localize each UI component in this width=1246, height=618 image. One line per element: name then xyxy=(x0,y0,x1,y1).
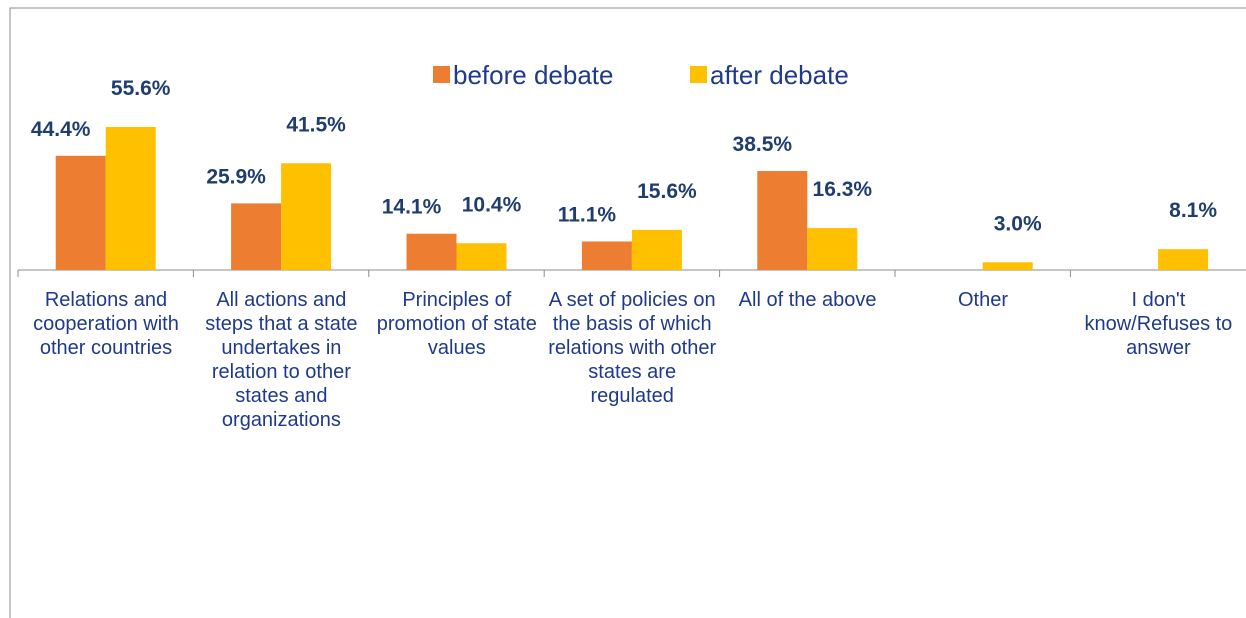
value-label: 15.6% xyxy=(637,180,697,203)
chart-border xyxy=(9,7,1246,618)
bar xyxy=(1158,249,1209,270)
value-label: 55.6% xyxy=(111,77,171,100)
bar xyxy=(807,228,858,270)
legend-swatch xyxy=(690,66,707,83)
bar xyxy=(406,233,457,270)
bar xyxy=(982,262,1033,270)
bar xyxy=(55,155,106,270)
bar xyxy=(281,163,332,270)
bar xyxy=(105,127,156,270)
x-tick-label: A set of policies on the basis of which … xyxy=(548,289,717,407)
legend-label: before debate xyxy=(453,60,613,90)
legend-swatch xyxy=(433,66,450,83)
bar xyxy=(757,170,808,270)
legend-label: after debate xyxy=(710,60,849,90)
value-label: 41.5% xyxy=(286,113,346,136)
x-tick-label: All of the above xyxy=(738,289,877,311)
value-label: 3.0% xyxy=(994,212,1042,235)
value-label: 16.3% xyxy=(813,178,873,201)
x-tick-label: All actions and steps that a state under… xyxy=(205,289,358,431)
x-tick-label: Relations and cooperation with other cou… xyxy=(33,289,179,359)
value-label: 14.1% xyxy=(382,196,442,219)
value-label: 25.9% xyxy=(206,165,266,188)
value-label: 11.1% xyxy=(558,203,617,226)
x-tick-label: Other xyxy=(957,289,1009,311)
bar xyxy=(631,229,682,270)
bar xyxy=(231,203,282,270)
value-label: 10.4% xyxy=(462,193,522,216)
x-tick-label: Principles of promotion of state values xyxy=(376,289,537,359)
bar xyxy=(456,243,507,270)
value-label: 8.1% xyxy=(1169,199,1217,222)
value-label: 38.5% xyxy=(733,133,793,156)
bar xyxy=(581,241,632,270)
value-label: 44.4% xyxy=(31,118,91,141)
x-tick-label: I don't know/Refuses to answer xyxy=(1084,289,1233,359)
